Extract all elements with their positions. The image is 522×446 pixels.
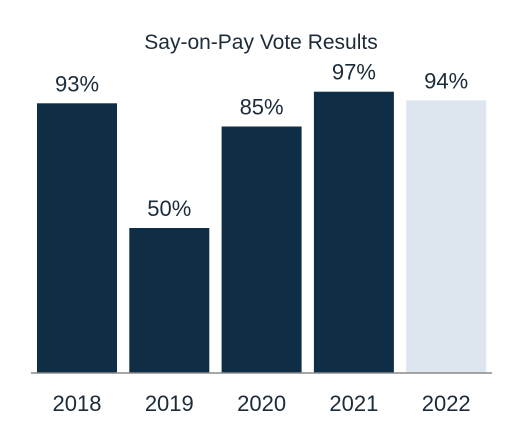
bar-2022 bbox=[406, 100, 487, 374]
bar-2018 bbox=[37, 103, 117, 374]
x-tick-label-2022: 2022 bbox=[422, 391, 471, 416]
value-label-2020: 85% bbox=[240, 95, 284, 120]
bar-2020 bbox=[221, 126, 302, 373]
value-label-2021: 97% bbox=[332, 60, 376, 85]
bar-2021 bbox=[313, 91, 394, 373]
value-label-2022: 94% bbox=[424, 68, 468, 93]
x-tick-label-2018: 2018 bbox=[53, 391, 102, 416]
value-label-2018: 93% bbox=[55, 71, 99, 96]
value-label-2019: 50% bbox=[147, 196, 191, 221]
x-tick-label-2021: 2021 bbox=[329, 391, 378, 416]
bars-group bbox=[37, 91, 487, 374]
x-tick-labels-group: 2018 2019 2020 2021 2022 bbox=[53, 391, 471, 416]
x-tick-label-2020: 2020 bbox=[237, 391, 286, 416]
chart-title: Say-on-Pay Vote Results bbox=[144, 31, 377, 54]
x-tick-label-2019: 2019 bbox=[145, 391, 194, 416]
value-labels-group: 93% 50% 85% 97% 94% bbox=[55, 60, 468, 221]
bar-2019 bbox=[129, 228, 210, 373]
